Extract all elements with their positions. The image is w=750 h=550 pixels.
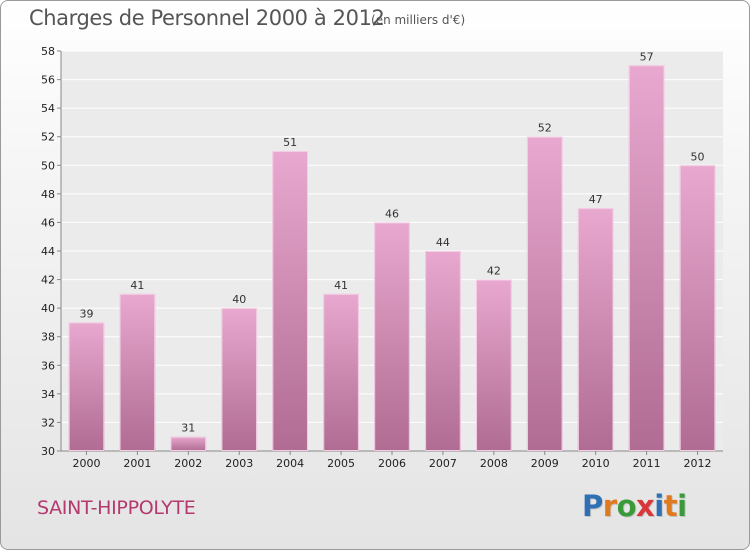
bar-edge: [425, 251, 461, 451]
x-tick-label: 2005: [327, 457, 355, 470]
data-label: 31: [181, 422, 195, 435]
logo-letter: i: [677, 489, 687, 523]
bar: [425, 251, 461, 451]
chart-subtitle: (en milliers d'€): [371, 13, 466, 27]
bar-edge: [68, 322, 105, 451]
bar-edge: [323, 293, 359, 451]
bar: [119, 293, 156, 451]
bar-edge: [679, 165, 716, 452]
bar: [68, 322, 105, 451]
x-tick-label: 2000: [72, 457, 100, 470]
bar-edge: [374, 222, 410, 451]
y-tick-label: 52: [41, 131, 55, 144]
data-label: 40: [232, 293, 246, 306]
y-tick-label: 50: [41, 159, 55, 172]
data-label: 46: [385, 207, 399, 220]
data-label: 44: [436, 236, 450, 249]
x-tick-label: 2003: [225, 457, 253, 470]
y-tick-label: 48: [41, 188, 55, 201]
data-label: 41: [130, 279, 144, 292]
logo-letter: P: [582, 489, 603, 523]
bar-edge: [221, 308, 258, 451]
chart-title: Charges de Personnel 2000 à 2012: [29, 6, 385, 30]
logo-letter: x: [636, 489, 655, 523]
logo-letter: i: [654, 489, 664, 523]
bar: [526, 136, 563, 451]
y-tick-label: 34: [41, 388, 55, 401]
bar-edge: [628, 65, 665, 452]
y-tick-label: 36: [41, 359, 55, 372]
data-label: 47: [589, 193, 603, 206]
y-tick-label: 40: [41, 302, 55, 315]
x-tick-label: 2011: [633, 457, 661, 470]
bar: [170, 436, 207, 451]
logo-letter: r: [602, 489, 617, 523]
y-tick-label: 32: [41, 416, 55, 429]
data-label: 52: [538, 122, 552, 135]
data-label: 39: [79, 307, 93, 320]
x-tick-label: 2006: [378, 457, 406, 470]
y-tick-label: 44: [41, 245, 55, 258]
bar-edge: [526, 136, 563, 451]
bar: [476, 279, 512, 451]
x-tick-label: 2004: [276, 457, 304, 470]
bar: [577, 208, 614, 451]
x-tick-label: 2012: [684, 457, 712, 470]
bar-edge: [119, 293, 156, 451]
x-tick-label: 2001: [123, 457, 151, 470]
y-tick-label: 56: [41, 74, 55, 87]
data-label: 51: [283, 136, 297, 149]
bar: [272, 151, 308, 451]
data-label: 41: [334, 279, 348, 292]
x-tick-label: 2009: [531, 457, 559, 470]
x-tick-label: 2008: [480, 457, 508, 470]
commune-name: SAINT-HIPPOLYTE: [37, 497, 196, 519]
y-tick-label: 54: [41, 102, 55, 115]
bar-edge: [170, 436, 207, 452]
y-tick-label: 46: [41, 216, 55, 229]
bar-edge: [476, 279, 512, 452]
bar-edge: [272, 151, 308, 451]
data-label: 57: [640, 50, 654, 63]
y-tick-label: 42: [41, 274, 55, 287]
y-tick-label: 30: [41, 445, 55, 458]
bar: [628, 65, 665, 452]
logo-letter: o: [616, 489, 637, 523]
bar: [221, 308, 258, 451]
x-tick-label: 2010: [582, 457, 610, 470]
x-tick-label: 2002: [174, 457, 202, 470]
data-label: 50: [691, 150, 705, 163]
x-tick-label: 2007: [429, 457, 457, 470]
y-tick-label: 38: [41, 331, 55, 344]
bar-edge: [577, 208, 614, 451]
bar: [374, 222, 410, 451]
logo-letter: t: [663, 489, 678, 523]
bar: [323, 293, 359, 451]
proxiti-logo: Proxiti: [582, 489, 687, 523]
y-tick-label: 58: [41, 45, 55, 58]
data-label: 42: [487, 265, 501, 278]
bar: [679, 165, 716, 452]
